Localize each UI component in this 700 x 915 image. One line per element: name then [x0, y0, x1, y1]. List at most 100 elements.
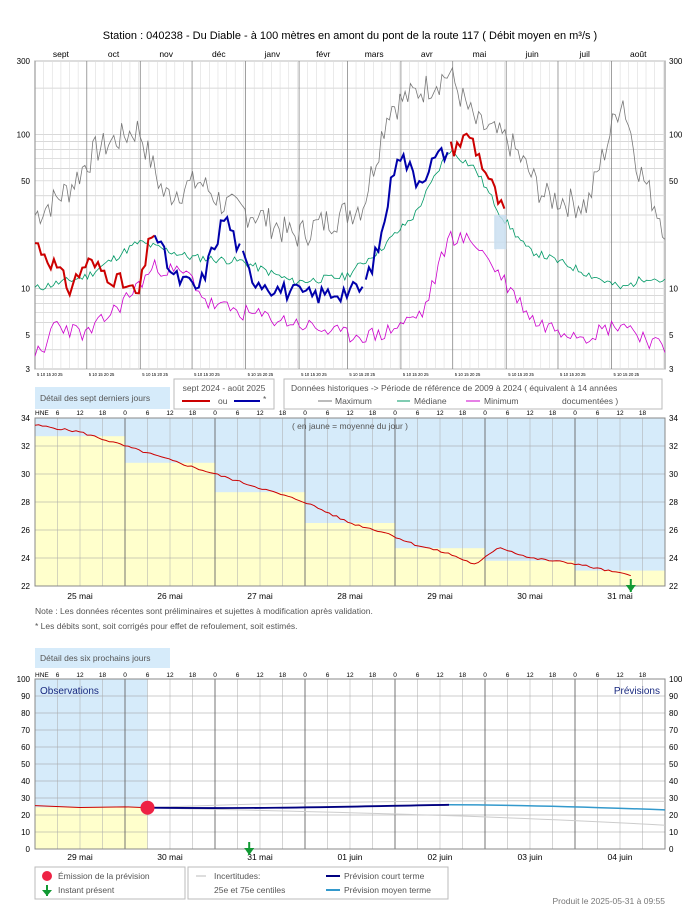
detail6-title: Détail des six prochains jours — [40, 653, 151, 663]
week-ytick-left: 32 — [21, 442, 30, 451]
week-ytick-right: 22 — [669, 582, 678, 591]
forecast-ytick-right: 40 — [669, 777, 678, 786]
or-label: ou — [218, 396, 228, 406]
annual-month-label: mai — [473, 49, 487, 59]
legend-median: Médiane — [414, 396, 447, 406]
forecast-mid-term-line — [448, 804, 666, 811]
forecast-ytick-right: 60 — [669, 743, 678, 752]
short-term-label: Prévision court terme — [344, 871, 425, 881]
forecast-ytick-left: 10 — [21, 828, 30, 837]
week-hour-label: 6 — [326, 410, 330, 417]
forecast-observed-line — [34, 805, 148, 809]
annual-ytick-right: 50 — [669, 177, 678, 186]
forecast-obs-mean-bar — [35, 807, 148, 849]
forecast-frame — [34, 678, 666, 850]
week-hour-label: 6 — [56, 410, 60, 417]
forecast-hour-label: 6 — [326, 672, 330, 679]
week-frame — [34, 417, 666, 587]
week-day-label: 29 mai — [427, 591, 453, 601]
forecast-hour-label: 12 — [526, 672, 534, 679]
forecast-hour-label: 18 — [549, 672, 557, 679]
week-hour-label: 18 — [369, 410, 377, 417]
week-day-label: 25 mai — [67, 591, 93, 601]
forecast-hour-label: 0 — [573, 672, 577, 679]
legend-maximum: Maximum — [335, 396, 372, 406]
forecast-ytick-left: 40 — [21, 777, 30, 786]
forecast-ytick-left: 50 — [21, 760, 30, 769]
annual-day-ticks: 5 10 15 20 25 — [455, 372, 481, 377]
forecast-ytick-right: 100 — [669, 675, 683, 684]
week-hour-label: 18 — [459, 410, 467, 417]
observations-label: Observations — [40, 686, 99, 697]
week-hour-label: 12 — [436, 410, 444, 417]
forecast-day-label: 04 juin — [607, 852, 632, 862]
annual-ytick-left: 300 — [17, 57, 31, 66]
week-flow-line — [34, 424, 631, 577]
week-hour-label: 6 — [416, 410, 420, 417]
week-ytick-right: 26 — [669, 526, 678, 535]
week-hour-label: 18 — [99, 410, 107, 417]
annual-median-line — [34, 148, 666, 291]
forecast-75th-centile — [147, 800, 666, 809]
period-label: sept 2024 - août 2025 — [183, 383, 266, 393]
forecast-ytick-left: 80 — [21, 709, 30, 718]
week-day-label: 27 mai — [247, 591, 273, 601]
annual-day-ticks: 5 10 15 20 25 — [248, 372, 274, 377]
forecast-hour-label: 0 — [123, 672, 127, 679]
week-hour-label: 6 — [236, 410, 240, 417]
week-hour-label: 0 — [483, 410, 487, 417]
week-ytick-left: 34 — [21, 414, 30, 423]
annual-ytick-right: 300 — [669, 57, 683, 66]
emission-label: Émission de la prévision — [58, 871, 150, 881]
week-ytick-left: 24 — [21, 554, 30, 563]
week-hour-label: 0 — [573, 410, 577, 417]
week-hour-label: 6 — [506, 410, 510, 417]
annual-month-label: juil — [579, 49, 591, 59]
present-arrow-legend — [42, 885, 52, 896]
forecast-day-label: 31 mai — [247, 852, 273, 862]
week-hour-label: 0 — [303, 410, 307, 417]
annual-month-label: avr — [421, 49, 433, 59]
forecast-ytick-left: 0 — [26, 845, 31, 854]
mid-term-label: Prévision moyen terme — [344, 885, 431, 895]
forecast-ytick-left: 90 — [21, 692, 30, 701]
forecast-hour-label: 18 — [279, 672, 287, 679]
forecast-hour-label: 6 — [56, 672, 60, 679]
annual-chart: sept 5 10 15 20 25 oct 5 10 15 20 25 nov 5 10… — [17, 49, 683, 377]
forecast-hour-label: 18 — [99, 672, 107, 679]
annual-month-label: sept — [53, 49, 70, 59]
forecast-ytick-left: 30 — [21, 794, 30, 803]
annual-day-ticks: 5 10 15 20 25 — [142, 372, 168, 377]
emission-marker-legend — [42, 871, 52, 881]
week-ytick-left: 26 — [21, 526, 30, 535]
week-ytick-left: 30 — [21, 470, 30, 479]
forecast-hour-label: 18 — [459, 672, 467, 679]
emission-marker — [140, 800, 155, 815]
week-hour-label: 12 — [526, 410, 534, 417]
annual-day-ticks: 5 10 15 20 25 — [508, 372, 534, 377]
week-ytick-left: 22 — [21, 582, 30, 591]
forecast-hour-label: 18 — [189, 672, 197, 679]
forecast-hour-label: 0 — [393, 672, 397, 679]
week-hour-label: 18 — [189, 410, 197, 417]
week-hour-label: 0 — [213, 410, 217, 417]
week-hour-label: 12 — [166, 410, 174, 417]
forecast-ytick-left: 100 — [17, 675, 31, 684]
annual-ytick-left: 5 — [26, 331, 31, 340]
detail7-title: Détail des sept derniers jours — [40, 393, 150, 403]
week-ytick-right: 30 — [669, 470, 678, 479]
week-yellow-note: ( en jaune = moyenne du jour ) — [292, 421, 408, 431]
legend-minimum: Minimum — [484, 396, 518, 406]
centiles-label: 25e et 75e centiles — [214, 885, 285, 895]
forecast-hour-label: 6 — [146, 672, 150, 679]
present-label: Instant présent — [58, 885, 115, 895]
forecast-ytick-right: 10 — [669, 828, 678, 837]
week-ytick-right: 24 — [669, 554, 678, 563]
annual-day-ticks: 5 10 15 20 25 — [613, 372, 639, 377]
forecast-hour-label: 6 — [416, 672, 420, 679]
week-hour-label: 0 — [393, 410, 397, 417]
forecast-hour-label: 6 — [236, 672, 240, 679]
annual-month-label: août — [630, 49, 647, 59]
uncert-label: Incertitudes: — [214, 871, 260, 881]
annual-ytick-left: 100 — [17, 130, 31, 139]
